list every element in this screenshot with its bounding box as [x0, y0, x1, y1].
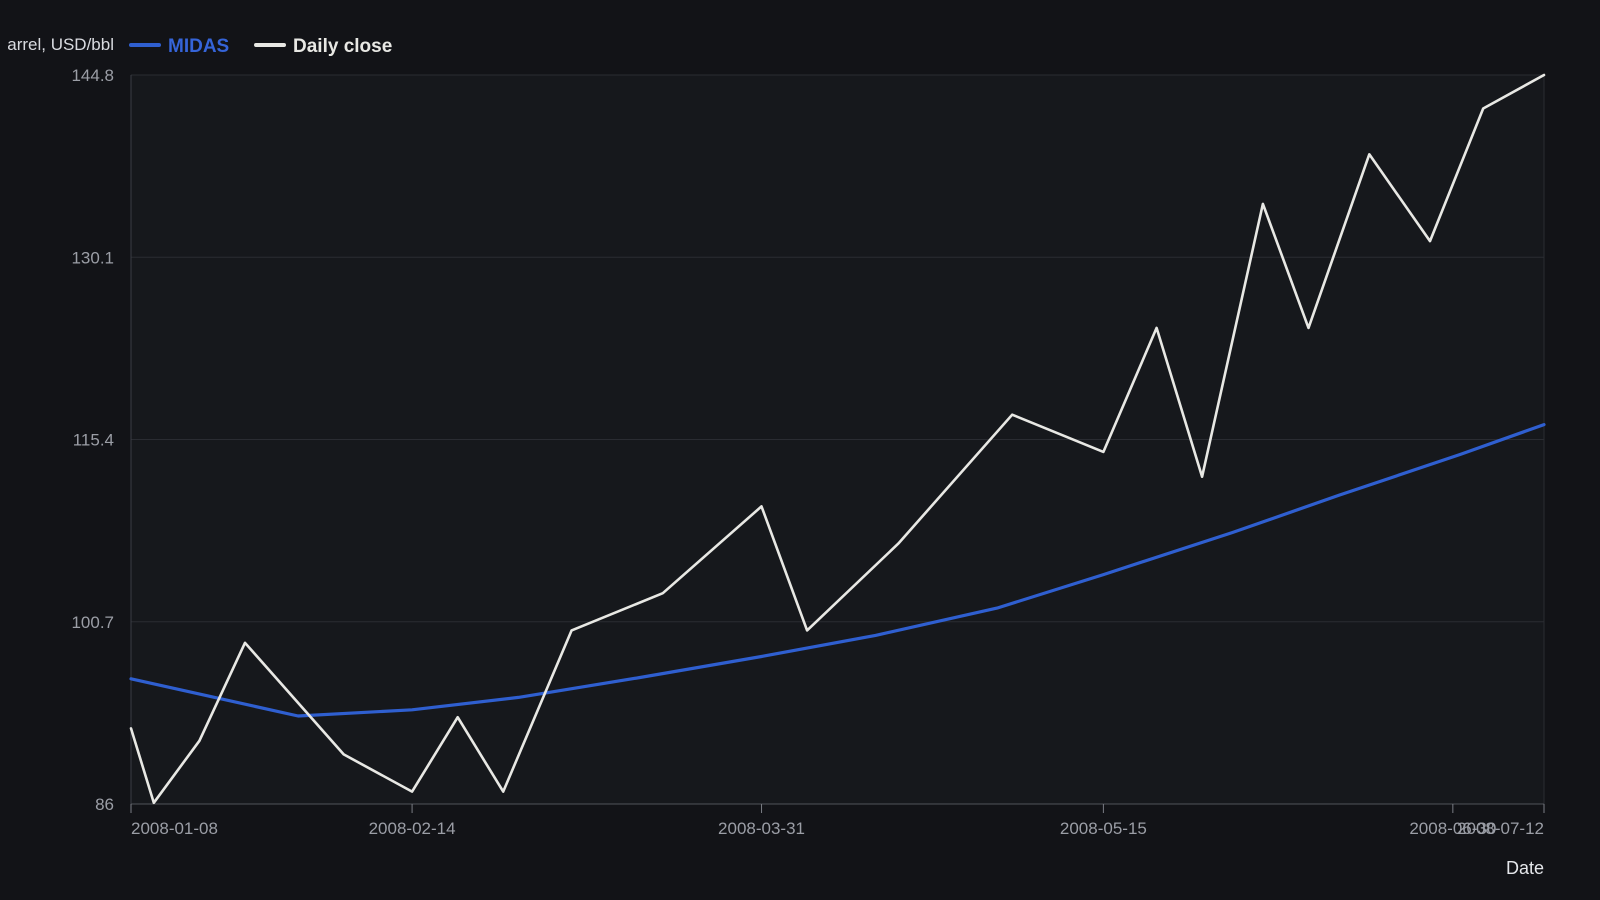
- axes: 86 100.7 115.4 130.1 144.8 2008-01-08 2008-02-…: [71, 66, 1545, 838]
- x-tick-label: 2008-03-31: [718, 819, 805, 838]
- y-tick-label: 115.4: [73, 431, 114, 450]
- legend-label: MIDAS: [168, 36, 229, 57]
- x-axis-label: Date: [1506, 858, 1544, 878]
- y-tick-label: 144.8: [71, 66, 114, 85]
- y-tick-label: 100.7: [71, 613, 114, 632]
- series-line-daily-close: [129, 73, 1546, 805]
- x-tick-label: 2008-01-08: [131, 819, 218, 838]
- x-tick-label: 2008-06-30: [1409, 819, 1496, 838]
- y-tick-label: 86: [95, 795, 114, 814]
- y-tick-label: 130.1: [71, 248, 114, 267]
- series-line-midas: [129, 423, 1546, 718]
- x-tick-label: 2008-07-12: [1457, 819, 1544, 838]
- legend: MIDAS Daily close: [129, 36, 392, 57]
- series-lines: [129, 73, 1546, 805]
- x-tick-label: 2008-02-14: [369, 819, 456, 838]
- y-axis-label: arrel, USD/bbl: [7, 35, 114, 54]
- x-tick-label: 2008-05-15: [1060, 819, 1147, 838]
- grid-lines: [131, 74, 1544, 623]
- legend-label: Daily close: [293, 36, 392, 57]
